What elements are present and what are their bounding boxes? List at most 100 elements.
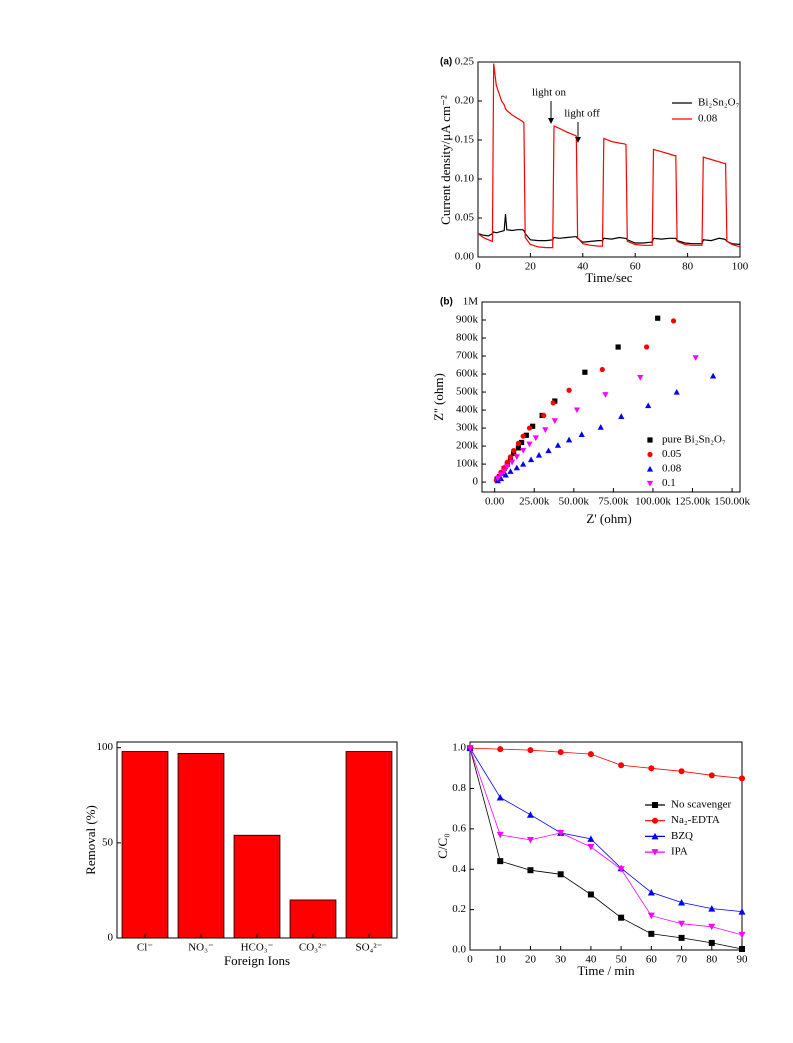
marker [647, 437, 653, 443]
y-tick-label: 0.20 [455, 95, 475, 107]
x-tick-label: 80 [706, 954, 718, 966]
marker [652, 817, 658, 824]
marker [708, 923, 716, 931]
marker [618, 914, 625, 921]
marker [678, 920, 686, 928]
y-tick-label: 0.2 [452, 903, 466, 915]
y-axis-label: Removal (%) [83, 805, 98, 875]
x-tick-label: 100 [732, 261, 749, 273]
y-tick-label: 0.00 [455, 251, 475, 263]
x-tick-label: 50 [616, 954, 628, 966]
y-tick-label: 0 [473, 476, 479, 488]
marker [515, 445, 522, 451]
arrow-head [548, 118, 554, 124]
marker [554, 442, 562, 448]
marker [618, 762, 625, 769]
x-tick-label: Cl⁻ [137, 942, 153, 954]
marker [708, 905, 716, 912]
x-tick-label: 10 [495, 954, 507, 966]
marker [507, 468, 514, 474]
y-tick-label: 0.6 [452, 822, 466, 834]
bar [177, 753, 225, 939]
marker [535, 451, 543, 458]
line [469, 747, 743, 779]
plot-frame [477, 61, 741, 258]
marker [527, 747, 534, 754]
x-tick-label: 25.00k [519, 496, 550, 508]
marker [557, 749, 564, 756]
marker [532, 435, 539, 442]
y-tick-label: 0.4 [452, 863, 466, 875]
y-tick-label: 100 [97, 741, 114, 753]
marker [587, 835, 595, 842]
marker [530, 423, 536, 429]
marker [518, 439, 525, 446]
bar [233, 834, 281, 939]
marker [673, 388, 680, 395]
marker [739, 775, 745, 782]
marker [545, 447, 552, 454]
y-tick-label: 0.15 [455, 134, 475, 146]
marker [708, 772, 715, 779]
marker [557, 829, 565, 837]
y-tick-label: 600k [456, 368, 479, 380]
x-tick-label: 0 [475, 261, 481, 273]
x-tick-label: 0.00 [485, 496, 505, 508]
x-tick-label: HCO₃⁻ [241, 942, 274, 954]
marker [502, 471, 509, 478]
x-tick-label: 60 [630, 261, 642, 273]
marker [678, 934, 685, 941]
marker [566, 387, 572, 393]
y-tick-label: 1.0 [452, 742, 466, 754]
y-axis-label: Z'' (ohm) [431, 373, 446, 421]
marker [513, 454, 520, 460]
y-tick-label: 900k [456, 314, 479, 326]
marker [526, 441, 533, 448]
marker [582, 369, 588, 375]
marker [526, 836, 534, 844]
x-tick-label: NO₃⁻ [188, 942, 214, 954]
marker [497, 858, 504, 865]
x-tick-label: 80 [682, 261, 694, 273]
legend-label: 0.1 [662, 477, 676, 489]
marker [515, 440, 522, 446]
marker [497, 475, 505, 482]
marker [617, 866, 625, 873]
marker [497, 472, 505, 478]
marker [587, 844, 595, 851]
marker [738, 931, 746, 939]
y-tick-label: 0.25 [455, 56, 475, 68]
x-axis-label: Time/sec [585, 270, 632, 285]
x-tick-label: 0 [467, 954, 473, 966]
marker [652, 802, 658, 808]
marker [496, 831, 504, 839]
marker [648, 765, 655, 772]
marker [507, 454, 514, 460]
x-tick-label: 75.00k [598, 496, 629, 508]
x-tick-label: 20 [525, 261, 537, 273]
legend-label: No scavenger [671, 799, 732, 811]
x-tick-label: 150.00k [714, 496, 750, 508]
marker [615, 344, 621, 350]
marker [565, 436, 573, 443]
marker [520, 460, 527, 467]
marker [587, 891, 594, 898]
x-tick-label: 70 [676, 954, 688, 966]
y-tick-label: 300k [456, 422, 479, 434]
line [469, 747, 743, 936]
x-tick-label: SO₄²⁻ [355, 942, 382, 954]
marker [508, 459, 516, 466]
y-tick-label: 50 [102, 836, 114, 848]
marker [523, 432, 529, 438]
marker [597, 424, 604, 430]
marker [541, 412, 547, 419]
marker [647, 912, 655, 920]
line [469, 747, 743, 950]
marker [497, 746, 504, 753]
marker [513, 464, 520, 471]
y-axis-label: C/C₀ [435, 833, 450, 859]
marker [578, 431, 585, 437]
panel-label: (a) [440, 57, 452, 68]
marker [708, 939, 715, 946]
